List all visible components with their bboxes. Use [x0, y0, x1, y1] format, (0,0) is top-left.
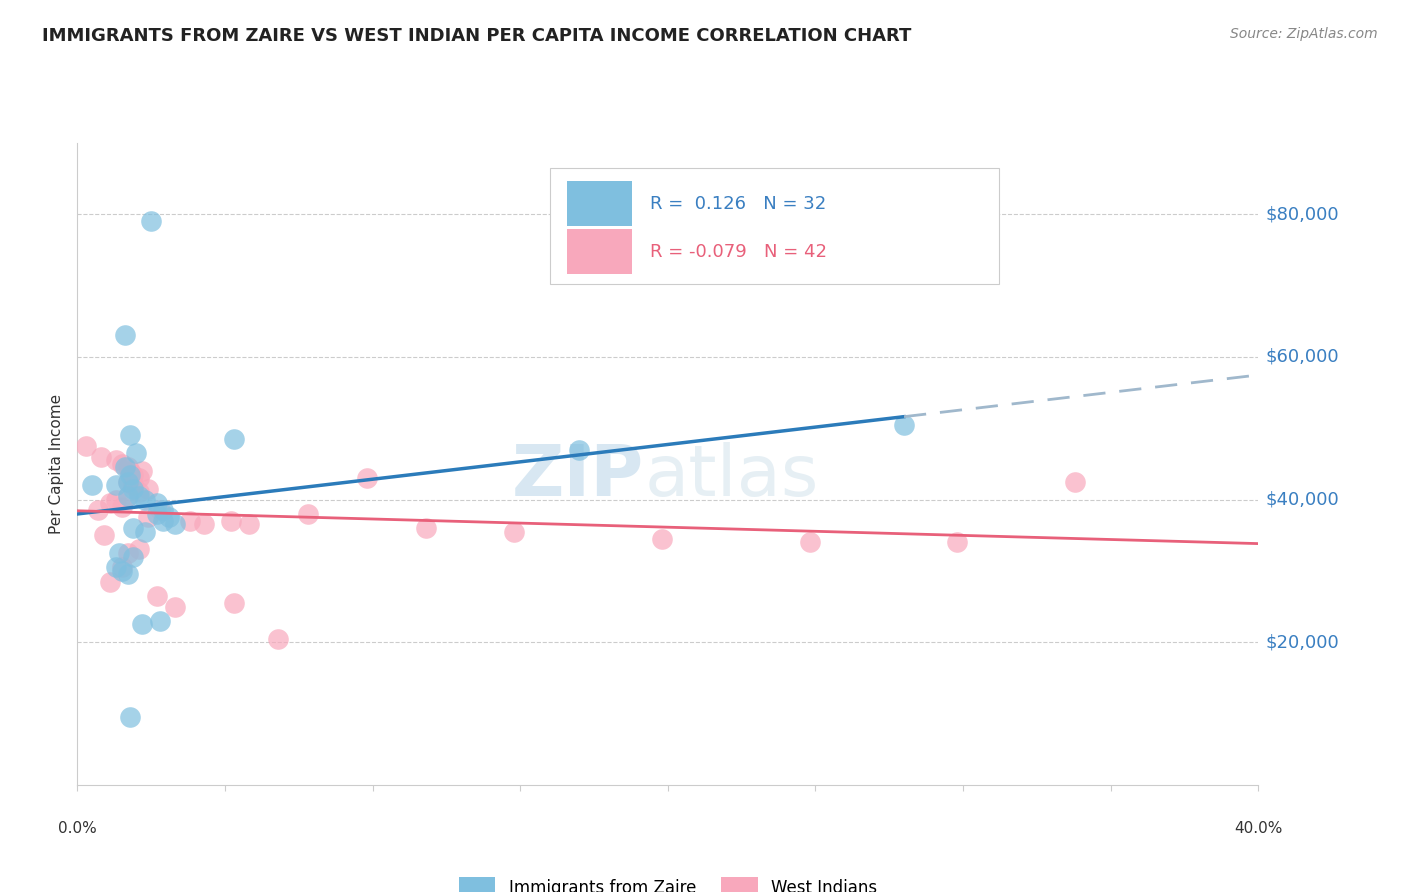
Point	[98, 496, 121, 510]
Text: atlas: atlas	[644, 442, 818, 511]
Point	[125, 446, 148, 460]
Text: $20,000: $20,000	[1265, 633, 1339, 651]
Bar	[568, 181, 633, 227]
Point	[114, 460, 136, 475]
Text: $80,000: $80,000	[1265, 205, 1339, 223]
Point	[356, 471, 378, 485]
Point	[222, 432, 245, 446]
Point	[134, 524, 156, 539]
Point	[120, 467, 142, 482]
Point	[141, 214, 163, 228]
Point	[87, 503, 110, 517]
Text: 40.0%: 40.0%	[1234, 821, 1282, 836]
Point	[1064, 475, 1087, 489]
Y-axis label: Per Capita Income: Per Capita Income	[49, 393, 65, 534]
Point	[111, 500, 132, 514]
Point	[157, 510, 180, 524]
Point	[75, 439, 97, 453]
Point	[122, 482, 145, 496]
Text: $60,000: $60,000	[1265, 348, 1339, 366]
Point	[128, 485, 150, 500]
Point	[128, 542, 150, 557]
Point	[120, 428, 142, 442]
Point	[651, 532, 673, 546]
Point	[104, 453, 127, 467]
Text: R = -0.079   N = 42: R = -0.079 N = 42	[650, 243, 827, 260]
Point	[104, 560, 127, 574]
Point	[163, 599, 186, 614]
Point	[297, 507, 319, 521]
Point	[146, 496, 169, 510]
Point	[107, 546, 129, 560]
Point	[90, 450, 112, 464]
Point	[131, 617, 153, 632]
Point	[146, 507, 169, 521]
Point	[152, 514, 174, 528]
Text: ZIP: ZIP	[512, 442, 644, 511]
Point	[120, 464, 142, 478]
Point	[122, 521, 145, 535]
Text: IMMIGRANTS FROM ZAIRE VS WEST INDIAN PER CAPITA INCOME CORRELATION CHART: IMMIGRANTS FROM ZAIRE VS WEST INDIAN PER…	[42, 27, 911, 45]
Point	[415, 521, 437, 535]
Point	[114, 328, 136, 343]
Point	[117, 475, 139, 489]
Point	[799, 535, 821, 549]
Point	[179, 514, 201, 528]
Point	[149, 614, 172, 628]
Point	[104, 492, 127, 507]
Point	[117, 489, 139, 503]
Text: Source: ZipAtlas.com: Source: ZipAtlas.com	[1230, 27, 1378, 41]
Point	[163, 517, 186, 532]
Point	[568, 442, 591, 457]
Point	[93, 528, 115, 542]
Point	[111, 560, 132, 574]
Point	[946, 535, 969, 549]
Point	[503, 524, 526, 539]
Point	[98, 574, 121, 589]
Point	[82, 478, 104, 492]
Point	[134, 492, 156, 507]
Point	[131, 464, 153, 478]
Text: $40,000: $40,000	[1265, 491, 1339, 508]
Point	[128, 471, 150, 485]
Point	[136, 510, 159, 524]
Point	[117, 546, 139, 560]
Point	[120, 710, 142, 724]
Point	[893, 417, 915, 432]
Point	[149, 503, 172, 517]
Bar	[568, 229, 633, 275]
Point	[238, 517, 260, 532]
Text: R =  0.126   N = 32: R = 0.126 N = 32	[650, 194, 827, 212]
Point	[117, 489, 139, 503]
Point	[128, 489, 150, 503]
Point	[122, 478, 145, 492]
Point	[111, 457, 132, 471]
Point	[193, 517, 215, 532]
Point	[117, 567, 139, 582]
Point	[122, 478, 145, 492]
Point	[146, 589, 169, 603]
Legend: Immigrants from Zaire, West Indians: Immigrants from Zaire, West Indians	[451, 871, 884, 892]
Point	[111, 564, 132, 578]
Point	[152, 503, 174, 517]
Point	[117, 475, 139, 489]
Point	[117, 460, 139, 475]
Point	[267, 632, 290, 646]
Point	[122, 467, 145, 482]
Point	[219, 514, 242, 528]
Text: 0.0%: 0.0%	[58, 821, 97, 836]
Point	[104, 478, 127, 492]
Point	[122, 549, 145, 564]
Point	[222, 596, 245, 610]
FancyBboxPatch shape	[550, 169, 998, 284]
Point	[136, 482, 159, 496]
